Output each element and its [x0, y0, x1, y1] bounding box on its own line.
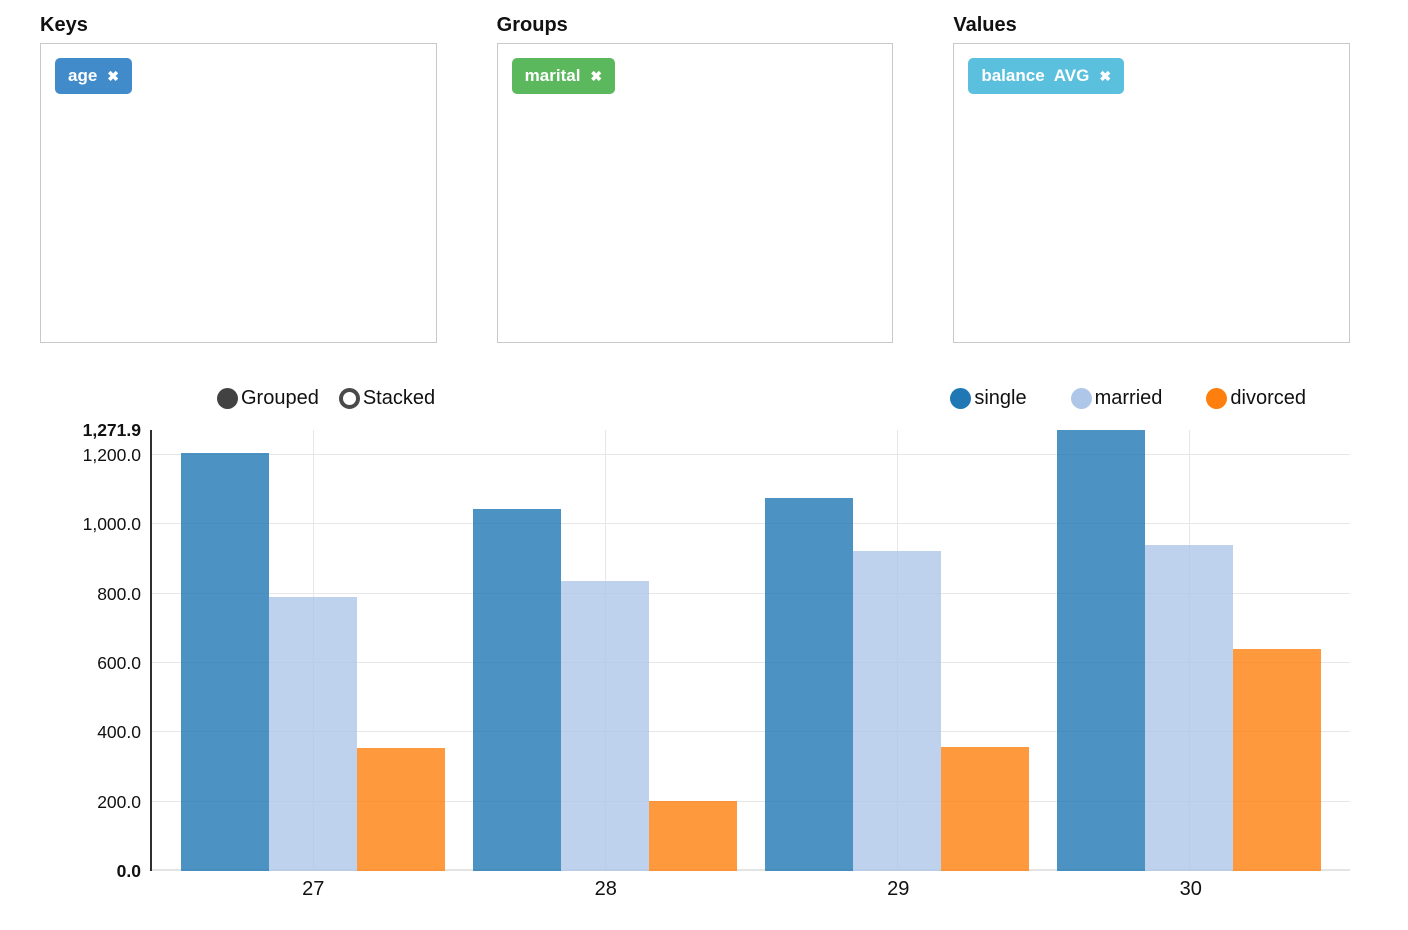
y-axis: 0.0 200.0 400.0 600.0 800.0 1,000.0 1,200.0 1,2… [0, 420, 150, 881]
bar-group-29 [765, 430, 1029, 871]
grouped-radio-label: Grouped [241, 387, 319, 409]
radio-unselected-icon[interactable] [338, 388, 360, 409]
gridline-horizontal [152, 661, 1350, 663]
bar-single-30[interactable] [1057, 430, 1145, 871]
chart-section: Grouped Stacked single married divorced 0.… [0, 387, 1408, 901]
legend-item-divorced[interactable]: divorced [1206, 387, 1306, 410]
y-tick-label: 1,000.0 [82, 514, 141, 535]
keys-dropzone[interactable]: age ✖ [40, 43, 437, 343]
bar-divorced-30[interactable] [1233, 649, 1321, 871]
bar-group-30 [1057, 430, 1321, 871]
legend-label: divorced [1230, 387, 1306, 409]
plot-area [150, 430, 1350, 871]
x-axis-label: 28 [594, 878, 617, 900]
balance-avg-tag[interactable]: balance AVG ✖ [968, 58, 1125, 94]
bar-divorced-28[interactable] [649, 800, 737, 871]
x-axis-label: 29 [887, 878, 910, 900]
values-label: Values [953, 14, 1017, 36]
remove-icon[interactable]: ✖ [1099, 68, 1112, 84]
x-axis-line [152, 869, 1350, 871]
bar-single-27[interactable] [181, 453, 269, 871]
bar-group-28 [473, 430, 737, 871]
x-axis-label: 30 [1179, 878, 1202, 900]
groups-label: Groups [496, 14, 568, 36]
stacked-radio-label: Stacked [362, 387, 436, 409]
gridline-horizontal [152, 592, 1350, 594]
balance-avg-tag-label: balance AVG [981, 66, 1090, 85]
remove-icon[interactable]: ✖ [107, 68, 120, 84]
bar-married-30[interactable] [1145, 545, 1233, 871]
series-legend: single married divorced [950, 387, 1306, 410]
groups-panel: Groups marital ✖ [496, 14, 894, 343]
age-tag[interactable]: age ✖ [55, 58, 133, 94]
y-tick-label: 0.0 [116, 861, 141, 881]
gridline-horizontal [152, 523, 1350, 525]
groups-dropzone[interactable]: marital ✖ [496, 43, 894, 343]
values-dropzone[interactable]: balance AVG ✖ [953, 43, 1351, 343]
y-tick-label: 800.0 [97, 583, 141, 604]
bars-layer [152, 430, 1350, 871]
legend-dot-divorced [1206, 388, 1228, 409]
x-axis-label: 27 [302, 878, 325, 900]
chart-mode-switcher: Grouped Stacked [217, 387, 435, 410]
keys-panel: Keys age ✖ [40, 14, 437, 343]
bar-single-29[interactable] [765, 497, 853, 871]
chart-body: 0.0 200.0 400.0 600.0 800.0 1,000.0 1,200.0 1,2… [0, 420, 1408, 881]
bar-group-27 [181, 430, 445, 871]
legend-dot-married [1070, 388, 1092, 409]
radio-selected-icon[interactable] [217, 388, 238, 409]
y-tick-label: 600.0 [97, 652, 141, 673]
grouped-radio[interactable]: Grouped [217, 387, 319, 410]
bar-single-28[interactable] [473, 509, 561, 871]
remove-icon[interactable]: ✖ [590, 68, 603, 84]
bar-divorced-27[interactable] [357, 747, 445, 871]
keys-label: Keys [40, 14, 88, 36]
marital-tag[interactable]: marital ✖ [511, 58, 616, 94]
bar-married-27[interactable] [269, 597, 357, 871]
legend-item-married[interactable]: married [1070, 387, 1163, 410]
y-tick-label: 1,271.9 [82, 420, 141, 440]
bar-divorced-29[interactable] [941, 747, 1029, 871]
values-panel: Values balance AVG ✖ [953, 14, 1351, 343]
gridline-horizontal [152, 800, 1350, 802]
x-axis: 27 28 29 30 [152, 878, 1352, 901]
bar-married-29[interactable] [853, 551, 941, 871]
chart-header: Grouped Stacked single married divorced [0, 387, 1408, 415]
legend-label: single [974, 387, 1027, 409]
gridline-horizontal [152, 453, 1350, 455]
y-tick-label: 1,200.0 [82, 444, 141, 465]
legend-item-single[interactable]: single [950, 387, 1027, 410]
age-tag-label: age [68, 66, 98, 85]
y-tick-label: 200.0 [97, 791, 141, 812]
gridline-horizontal [152, 731, 1350, 733]
field-panels: Keys age ✖ Groups marital ✖ Values balan… [0, 0, 1408, 343]
legend-label: married [1094, 387, 1163, 409]
legend-dot-single [950, 388, 972, 409]
bar-married-28[interactable] [561, 581, 649, 871]
stacked-radio[interactable]: Stacked [338, 387, 436, 410]
y-tick-label: 400.0 [97, 722, 141, 743]
marital-tag-label: marital [524, 66, 581, 85]
